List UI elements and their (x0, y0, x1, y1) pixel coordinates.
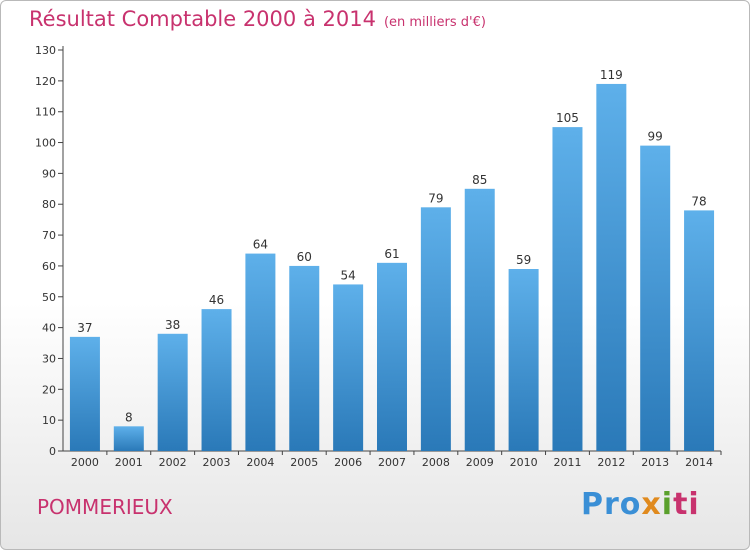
y-tick-label: 60 (42, 260, 56, 273)
bar-2005 (289, 265, 320, 451)
chart-title: Résultat Comptable 2000 à 2014 (en millie… (29, 7, 486, 31)
commune-name: POMMERIEUX (37, 495, 173, 519)
data-label-2006: 54 (340, 268, 355, 282)
x-tick-label: 2013 (641, 456, 669, 469)
chart-subtitle: (en milliers d'€) (383, 15, 486, 30)
y-tick-label: 110 (35, 106, 56, 119)
x-tick-label: 2011 (553, 456, 581, 469)
y-tick-label: 130 (35, 44, 56, 57)
data-label-2002: 38 (165, 318, 180, 332)
logo-part-1: Pro (581, 487, 642, 522)
logo-part-2: x (641, 487, 662, 522)
data-label-2014: 78 (691, 194, 706, 208)
x-tick-label: 2002 (159, 456, 187, 469)
y-tick-label: 20 (42, 383, 56, 396)
bar-2007 (377, 262, 407, 451)
data-label-2000: 37 (77, 321, 92, 335)
data-label-2003: 46 (209, 293, 224, 307)
y-tick-label: 0 (49, 445, 56, 458)
bar-2002 (157, 333, 188, 451)
x-tick-label: 2000 (71, 456, 99, 469)
bar-2013 (640, 145, 671, 451)
y-tick-label: 90 (42, 167, 56, 180)
y-tick-label: 120 (35, 75, 56, 88)
data-label-2001: 8 (125, 410, 133, 424)
logo-part-4: ti (673, 487, 700, 522)
data-label-2004: 64 (253, 238, 268, 252)
data-label-2010: 59 (516, 253, 531, 267)
bars (69, 83, 715, 452)
data-label-2005: 60 (297, 250, 312, 264)
x-tick-label: 2009 (466, 456, 494, 469)
data-label-2009: 85 (472, 173, 487, 187)
x-tick-label: 2014 (685, 456, 713, 469)
data-label-2008: 79 (428, 191, 443, 205)
x-tick-label: 2008 (422, 456, 450, 469)
y-tick-label: 40 (42, 322, 56, 335)
y-tick-label: 80 (42, 198, 56, 211)
bar-2003 (201, 309, 232, 451)
x-tick-label: 2012 (597, 456, 625, 469)
x-tick-label: 2010 (510, 456, 538, 469)
x-tick-label: 2007 (378, 456, 406, 469)
data-labels: 37 8 38 46 64 60 54 61 79 85 59 105 119 99 78 (77, 68, 706, 424)
logo-part-3: i (661, 487, 674, 522)
x-tick-label: 2005 (290, 456, 318, 469)
data-label-2013: 99 (648, 130, 663, 144)
bar-2006 (333, 284, 364, 451)
y-tick-label: 10 (42, 414, 56, 427)
bar-2010 (508, 269, 539, 451)
data-label-2012: 119 (600, 68, 623, 82)
y-tick-label: 30 (42, 352, 56, 365)
bar-2008 (420, 207, 451, 451)
proxiti-logo: Proxiti (581, 487, 700, 522)
chart-title-text: Résultat Comptable 2000 à 2014 (29, 7, 376, 31)
bar-2012 (596, 83, 627, 451)
y-tick-label: 100 (35, 137, 56, 150)
x-tick-label: 2003 (203, 456, 231, 469)
y-tick-label: 50 (42, 291, 56, 304)
bar-2014 (684, 210, 715, 451)
x-tick-label: 2006 (334, 456, 362, 469)
axes: 0 10 20 30 40 50 60 70 80 90 100 110 120 130 2000 2001 2… (35, 44, 722, 469)
data-label-2007: 61 (384, 247, 399, 261)
bar-2004 (245, 253, 276, 451)
bar-2009 (464, 188, 495, 452)
bar-2001 (113, 426, 144, 451)
bar-2000 (69, 336, 100, 451)
y-tick-label: 70 (42, 229, 56, 242)
data-label-2011: 105 (556, 111, 579, 125)
x-tick-label: 2004 (246, 456, 274, 469)
x-tick-label: 2001 (115, 456, 143, 469)
bar-2011 (552, 127, 583, 451)
